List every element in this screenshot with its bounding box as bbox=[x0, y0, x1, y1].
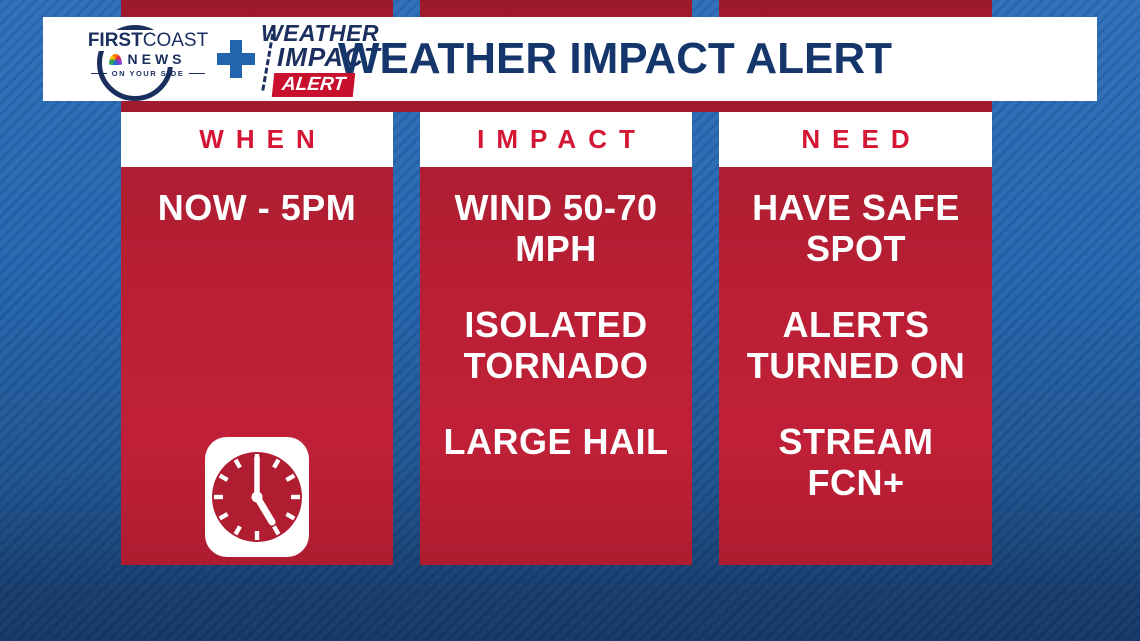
plus-icon bbox=[217, 40, 255, 78]
impact-item: LARGE HAIL bbox=[443, 420, 669, 462]
page-title: WEATHER IMPACT ALERT bbox=[337, 34, 893, 83]
tagline-dash-right bbox=[189, 73, 206, 74]
station-logo: FIRSTCOAST NEWS ON YOUR SIDE bbox=[53, 17, 243, 101]
need-item: STREAM FCN+ bbox=[778, 420, 934, 503]
tagline-dash-left bbox=[90, 73, 107, 74]
station-name-first: FIRST bbox=[84, 30, 143, 51]
impact-content: WIND 50-70 MPH ISOLATED TORNADO LARGE HA… bbox=[431, 167, 681, 462]
need-item: ALERTS TURNED ON bbox=[746, 303, 966, 387]
logo-impact-text: IMPACT bbox=[277, 42, 381, 72]
station-news-label: NEWS bbox=[125, 51, 188, 67]
column-header-need: NEED bbox=[719, 112, 992, 167]
column-label-impact: IMPACT bbox=[477, 124, 647, 154]
header-bar: FIRSTCOAST NEWS ON YOUR SIDE WEATHE bbox=[43, 17, 1097, 101]
clock-icon bbox=[121, 437, 393, 557]
column-header-impact: IMPACT bbox=[420, 112, 692, 167]
impact-item: WIND 50-70 MPH bbox=[454, 187, 658, 270]
logo-weather-text: WEATHER bbox=[261, 20, 380, 46]
station-name-coast: COAST bbox=[142, 30, 212, 51]
need-content: HAVE SAFE SPOT ALERTS TURNED ON STREAM F… bbox=[731, 167, 981, 503]
column-label-when: WHEN bbox=[199, 124, 327, 154]
divider-strip bbox=[121, 101, 992, 112]
when-content: NOW - 5PM bbox=[132, 167, 382, 228]
when-value: NOW - 5PM bbox=[157, 187, 357, 228]
weather-impact-alert-logo: WEATHER IMPACT ALERT bbox=[261, 21, 381, 97]
column-label-need: NEED bbox=[801, 124, 922, 154]
station-tagline: ON YOUR SIDE bbox=[111, 69, 185, 78]
need-item: HAVE SAFE SPOT bbox=[752, 187, 960, 270]
station-name: FIRSTCOAST bbox=[53, 30, 243, 51]
column-header-when: WHEN bbox=[121, 112, 393, 167]
peacock-icon bbox=[108, 53, 122, 65]
first-coast-news-logo: FIRSTCOAST NEWS ON YOUR SIDE WEATHE bbox=[53, 17, 381, 101]
impact-item: ISOLATED TORNADO bbox=[463, 303, 649, 387]
